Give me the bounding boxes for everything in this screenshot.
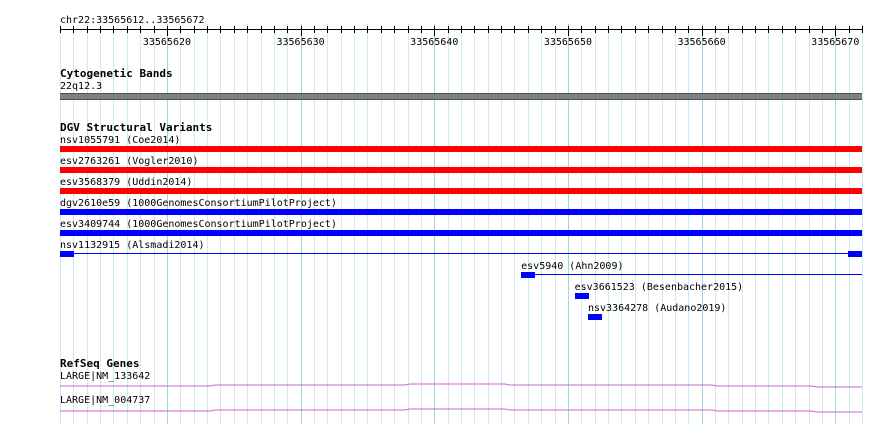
cytoband-track-title: Cytogenetic Bands <box>60 67 173 80</box>
dgv-feature-label: nsv1132915 (Alsmadi2014) <box>60 240 205 251</box>
dgv-feature-connector[interactable] <box>521 274 862 275</box>
dgv-feature-label: nsv3364278 (Audano2019) <box>587 303 727 314</box>
dgv-feature-label: nsv1055791 (Coe2014) <box>60 135 181 146</box>
gene-intron-line <box>60 383 862 388</box>
dgv-feature-bar[interactable] <box>60 188 862 194</box>
dgv-feature-label: esv3661523 (Besenbacher2015) <box>574 282 744 293</box>
ruler-tick-label: 33565670 <box>811 37 859 48</box>
cytoband-label: 22q12.3 <box>60 81 103 92</box>
dgv-feature-bar[interactable] <box>60 146 862 152</box>
dgv-feature-label: esv3568379 (Uddin2014) <box>60 177 193 188</box>
ruler-tick-label: 33565640 <box>410 37 458 48</box>
location-label: chr22:33565612..33565672 <box>60 15 205 26</box>
dgv-feature-bar[interactable] <box>60 167 862 173</box>
dgv-feature-label: dgv2610e59 (1000GenomesConsortiumPilotPr… <box>60 198 337 209</box>
dgv-feature-label: esv3409744 (1000GenomesConsortiumPilotPr… <box>60 219 337 230</box>
refseq-track-title: RefSeq Genes <box>60 357 140 370</box>
dgv-feature-block[interactable] <box>60 251 74 257</box>
ruler: 33565620 33565630 33565640 33565650 33565660… <box>60 26 863 48</box>
dgv-feature-connector[interactable] <box>60 253 862 254</box>
dgv-feature-block[interactable] <box>521 272 536 278</box>
dgv-feature-label: esv2763261 (Vogler2010) <box>60 156 199 167</box>
ruler-tick-label: 33565630 <box>277 37 325 48</box>
gene-label-nm-004737: LARGE|NM_004737 <box>60 395 151 406</box>
ruler-tick-label: 33565620 <box>143 37 191 48</box>
cytoband-bar[interactable] <box>60 93 862 100</box>
gene-intron-line <box>60 408 862 413</box>
dgv-feature-block[interactable] <box>848 251 862 257</box>
refseq-gene-models <box>60 383 862 413</box>
dgv-feature-bar[interactable] <box>574 293 589 299</box>
dgv-feature-bar[interactable] <box>60 209 862 215</box>
dgv-feature-bar[interactable] <box>60 230 862 236</box>
dgv-feature-bar[interactable] <box>587 314 602 320</box>
dgv-track-title: DGV Structural Variants <box>60 121 213 134</box>
ruler-tick-label: 33565650 <box>544 37 592 48</box>
dgv-feature-label: esv5940 (Ahn2009) <box>521 261 624 272</box>
ruler-tick-label: 33565660 <box>678 37 726 48</box>
gene-label-nm-133642: LARGE|NM_133642 <box>60 371 151 382</box>
